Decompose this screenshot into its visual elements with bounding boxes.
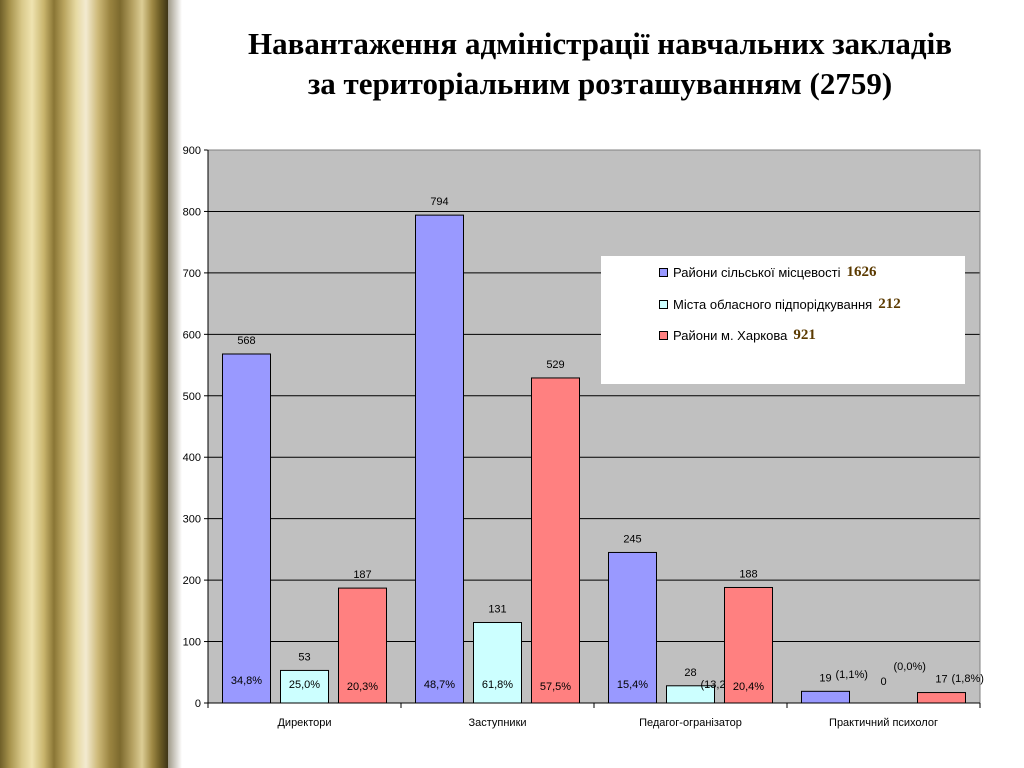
- title-line-2: за територіальним розташуванням (2759): [307, 66, 893, 101]
- frame-shadow: [168, 0, 182, 768]
- percent-label: 25,0%: [289, 679, 320, 691]
- data-label: 131: [488, 604, 506, 616]
- percent-label: (1,1%): [836, 669, 868, 681]
- y-tick-label: 100: [183, 637, 201, 649]
- legend-label-rural: Райони сільської місцевості: [673, 264, 841, 280]
- y-tick-label: 700: [183, 268, 201, 280]
- percent-label: 57,5%: [540, 681, 571, 693]
- bar: [917, 692, 966, 704]
- data-label: 794: [430, 196, 448, 208]
- percent-label: 48,7%: [424, 679, 455, 691]
- percent-label: 20,4%: [733, 681, 764, 693]
- plot-area: [208, 150, 980, 703]
- bar: [415, 214, 464, 704]
- bar: [280, 669, 329, 704]
- data-label: 53: [298, 651, 310, 663]
- bar: [724, 586, 773, 704]
- y-tick-label: 300: [183, 514, 201, 526]
- legend-swatch-rural: [659, 267, 668, 277]
- slide-title: Навантаження адміністрації навчальних за…: [180, 24, 1020, 104]
- data-label: 568: [237, 335, 255, 347]
- legend-total-rural: 1626: [846, 263, 877, 280]
- legend-total-kharkiv: 921: [793, 326, 816, 343]
- legend-item-cities: Міста обласного підпорідкування 212: [601, 295, 901, 313]
- y-tick-label: 0: [195, 698, 201, 710]
- chart-legend: Райони сільської місцевості 1626 Міста о…: [601, 256, 965, 384]
- y-tick-label: 500: [183, 391, 201, 403]
- y-tick-label: 600: [183, 329, 201, 341]
- bar: [338, 587, 387, 704]
- y-tick-label: 400: [183, 452, 201, 464]
- title-line-1: Навантаження адміністрації навчальних за…: [248, 26, 952, 61]
- bar: [666, 685, 715, 704]
- legend-swatch-kharkiv: [659, 330, 668, 340]
- data-label: 17: [935, 674, 947, 686]
- x-tick-label: Практичний психолог: [829, 717, 938, 729]
- x-tick-label: Директори: [277, 717, 331, 729]
- x-tick-label: Педагог-огранізатор: [639, 717, 742, 729]
- data-label: 529: [546, 359, 564, 371]
- data-label: 245: [623, 533, 641, 545]
- bar: [473, 622, 522, 704]
- x-tick-label: Заступники: [468, 717, 526, 729]
- legend-label-cities: Міста обласного підпорідкування: [673, 296, 873, 312]
- decorative-gold-frame: [0, 0, 168, 768]
- data-label: 0: [880, 676, 886, 688]
- percent-label: 15,4%: [617, 679, 648, 691]
- y-tick-label: 900: [183, 145, 201, 157]
- legend-label-kharkiv: Райони м. Харкова: [673, 327, 788, 343]
- percent-label: 61,8%: [482, 679, 513, 691]
- data-label: 187: [353, 569, 371, 581]
- data-label: 188: [739, 568, 757, 580]
- y-tick-label: 200: [183, 575, 201, 587]
- data-label: 28: [684, 667, 696, 679]
- data-label: 19: [819, 672, 831, 684]
- legend-item-rural: Райони сільської місцевості 1626: [601, 263, 877, 281]
- y-tick-label: 800: [183, 206, 201, 218]
- legend-swatch-cities: [659, 299, 668, 309]
- bar: [222, 353, 271, 704]
- bar: [801, 690, 850, 704]
- percent-label: 20,3%: [347, 681, 378, 693]
- percent-label: 34,8%: [231, 675, 262, 687]
- bar: [531, 377, 580, 704]
- percent-label: (0,0%): [894, 661, 926, 673]
- legend-total-cities: 212: [878, 295, 901, 312]
- legend-item-kharkiv: Райони м. Харкова 921: [601, 326, 816, 344]
- percent-label: (1,8%): [952, 673, 984, 685]
- bar: [608, 551, 657, 704]
